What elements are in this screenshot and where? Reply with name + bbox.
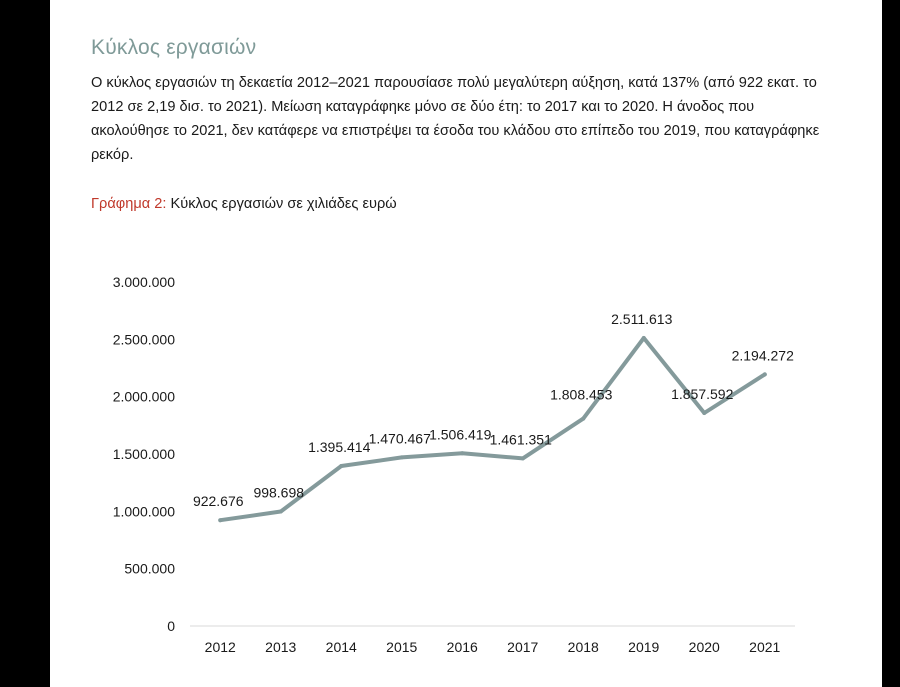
y-tick-label: 500.000 [124, 561, 175, 577]
x-tick-label: 2018 [568, 639, 599, 655]
data-point [581, 416, 586, 421]
data-label: 922.676 [193, 493, 244, 509]
data-label: 1.506.419 [429, 426, 491, 442]
data-point [460, 451, 465, 456]
x-tick-label: 2021 [749, 639, 780, 655]
data-label: 998.698 [253, 484, 304, 500]
data-point [702, 410, 707, 415]
data-label: 1.461.351 [490, 431, 552, 447]
x-tick-label: 2016 [447, 639, 478, 655]
x-axis-tick-labels: 2012 2013 2014 2015 2016 2017 2018 2019 2020 2021 [205, 639, 781, 655]
x-tick-label: 2014 [326, 639, 357, 655]
data-label: 2.194.272 [732, 347, 794, 363]
document-page: Κύκλος εργασιών Ο κύκλος εργασιών τη δεκ… [50, 0, 882, 687]
y-axis-tick-labels: 0 500.000 1.000.000 1.500.000 2.000.000 2.500… [113, 274, 176, 634]
x-tick-label: 2015 [386, 639, 417, 655]
data-label: 1.808.453 [550, 387, 612, 403]
y-tick-label: 1.000.000 [113, 503, 175, 519]
data-point [339, 463, 344, 468]
data-point [641, 336, 646, 341]
data-label: 1.470.467 [369, 430, 431, 446]
y-tick-label: 2.000.000 [113, 389, 175, 405]
x-tick-label: 2017 [507, 639, 538, 655]
y-tick-label: 0 [167, 618, 175, 634]
data-label: 1.395.414 [308, 439, 370, 455]
data-labels: 922.676 998.698 1.395.4141.470.4671.506.41… [193, 311, 794, 523]
y-tick-label: 1.500.000 [113, 446, 175, 462]
data-point [218, 518, 223, 523]
y-tick-label: 2.500.000 [113, 331, 175, 347]
data-label: 2.511.613 [611, 311, 672, 327]
section-title: Κύκλος εργασιών [91, 36, 257, 59]
x-tick-label: 2019 [628, 639, 659, 655]
intro-paragraph: Ο κύκλος εργασιών τη δεκαετία 2012–2021 … [91, 75, 820, 163]
caption-text: Κύκλος εργασιών σε χιλιάδες ευρώ [170, 196, 397, 212]
caption-prefix: Γράφημα 2: [91, 196, 167, 212]
x-tick-label: 2020 [689, 639, 720, 655]
data-point [762, 372, 767, 377]
line-chart: 0 500.000 1.000.000 1.500.000 2.000.000 2.500… [113, 274, 795, 655]
x-tick-label: 2013 [265, 639, 296, 655]
x-tick-label: 2012 [205, 639, 236, 655]
data-point [399, 455, 404, 460]
chart-caption: Γράφημα 2: Κύκλος εργασιών σε χιλιάδες ε… [91, 196, 397, 212]
data-point [520, 456, 525, 461]
data-point [278, 509, 283, 514]
data-label: 1.857.592 [671, 386, 733, 402]
y-tick-label: 3.000.000 [113, 274, 175, 290]
series-line [218, 336, 767, 523]
